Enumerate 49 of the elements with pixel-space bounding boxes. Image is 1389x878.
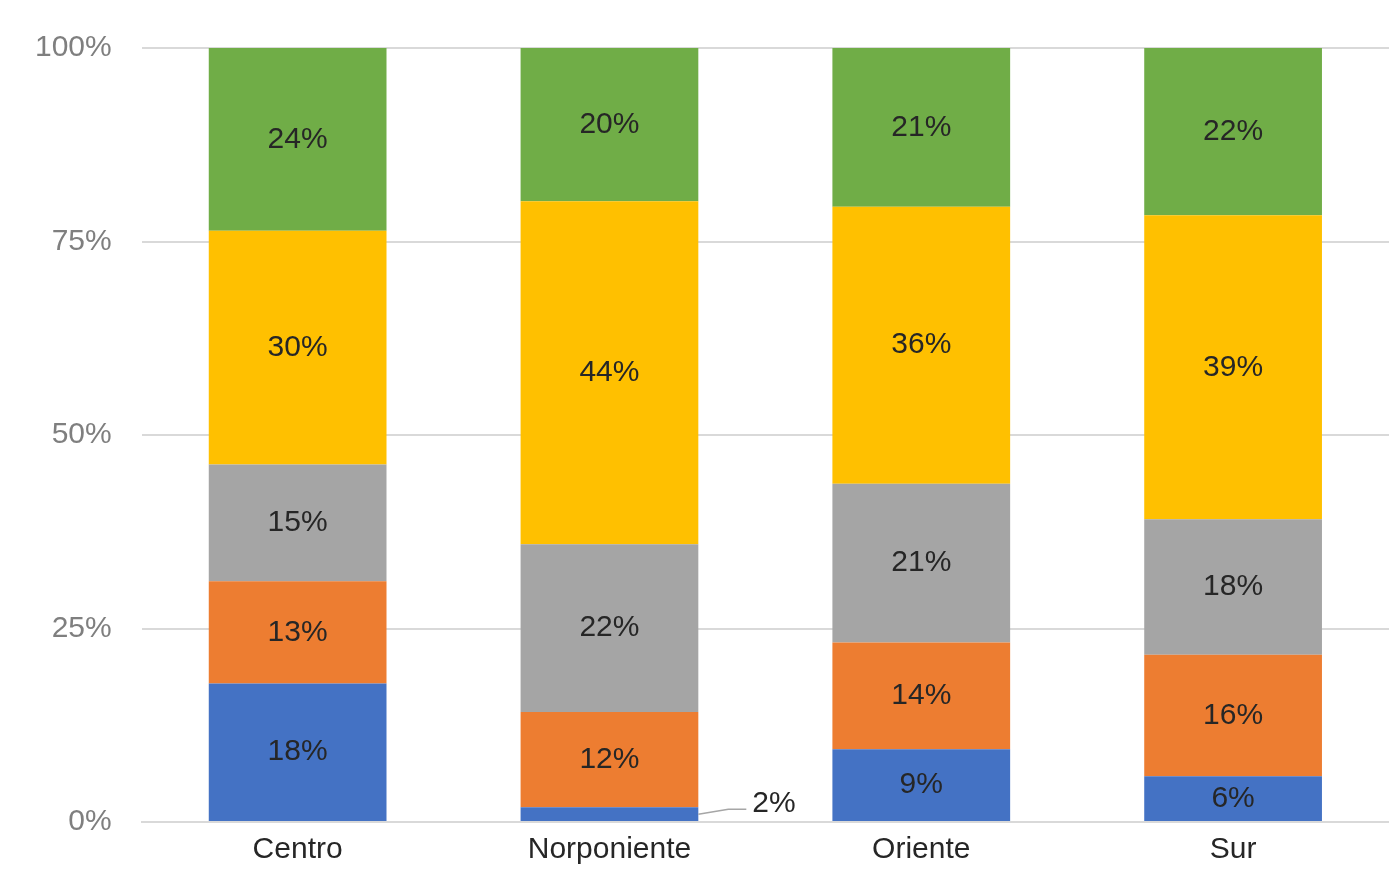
bar	[1144, 519, 1322, 655]
y-tick-label: 25%	[51, 609, 112, 643]
data-label: 14%	[891, 677, 952, 711]
bar	[520, 712, 699, 808]
bar	[832, 642, 1011, 750]
bar	[1144, 48, 1322, 216]
data-label: 16%	[1203, 696, 1264, 730]
data-label: 12%	[579, 740, 640, 774]
data-label: 18%	[1203, 568, 1264, 602]
data-label: 13%	[267, 613, 328, 647]
bar	[208, 48, 387, 231]
y-tick-label: 75%	[51, 222, 112, 256]
bar	[1144, 215, 1322, 520]
data-label: 21%	[891, 108, 952, 142]
data-label: 6%	[1211, 779, 1255, 813]
data-label: 18%	[267, 733, 328, 767]
data-label: 15%	[267, 504, 328, 538]
data-label: 39%	[1203, 348, 1264, 382]
bar	[208, 581, 387, 684]
bar	[520, 48, 699, 202]
data-label: 30%	[267, 328, 328, 362]
data-label: 24%	[267, 120, 328, 154]
bar	[832, 483, 1011, 643]
bar	[1144, 654, 1322, 777]
data-label: 22%	[1203, 112, 1264, 146]
data-label: 2%	[752, 785, 796, 819]
y-tick-label: 0%	[68, 803, 112, 837]
bar	[520, 201, 699, 545]
data-label: 36%	[891, 326, 952, 360]
data-label: 21%	[891, 544, 952, 578]
data-label: 20%	[579, 105, 640, 139]
x-tick-label: Centro	[252, 831, 343, 865]
bar	[208, 230, 387, 465]
bar	[520, 807, 699, 821]
x-tick-label: Sur	[1209, 831, 1257, 865]
bar	[832, 48, 1011, 207]
x-tick-label: Oriente	[872, 831, 971, 865]
bar	[208, 683, 387, 821]
bar	[1144, 776, 1322, 821]
data-label: 9%	[899, 766, 943, 800]
bar	[520, 544, 699, 713]
y-tick-label: 50%	[51, 416, 112, 450]
data-label: 44%	[579, 353, 640, 387]
y-tick-label: 100%	[34, 29, 112, 63]
x-tick-label: Norponiente	[527, 831, 692, 865]
bar	[832, 749, 1011, 821]
data-label: 22%	[579, 609, 640, 643]
bar	[208, 464, 387, 582]
bar	[832, 206, 1011, 484]
